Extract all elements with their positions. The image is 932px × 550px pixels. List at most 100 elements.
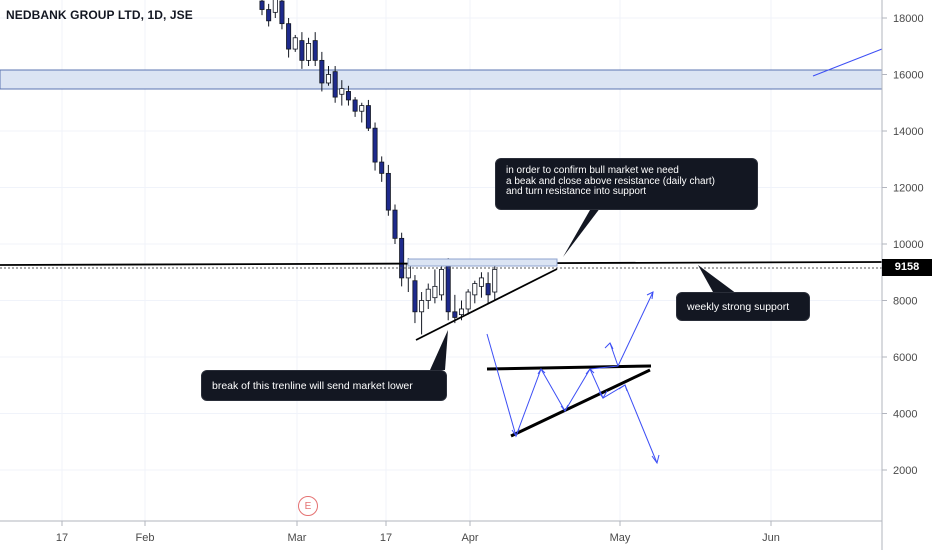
candle-body (372, 127, 378, 163)
candle (259, 0, 265, 16)
callout-line: a beak and close above resistance (daily… (506, 175, 716, 187)
candle (266, 3, 272, 27)
candle-body (286, 23, 292, 50)
candle (385, 164, 391, 216)
y-tick-label: 4000 (893, 409, 917, 421)
candle-body (425, 288, 431, 301)
ascending-trendline (415, 268, 558, 341)
candle (432, 269, 438, 304)
candle (465, 289, 471, 315)
candle (372, 122, 378, 171)
candle-body (259, 0, 265, 10)
candle-body (452, 311, 458, 318)
candle (379, 156, 385, 182)
candle (392, 204, 398, 244)
candle (312, 32, 318, 67)
candle (412, 275, 418, 324)
x-tick-label: 17 (56, 532, 68, 544)
projection-arrows (486, 291, 660, 465)
callout-line: and turn resistance into support (506, 186, 647, 197)
candle-body (485, 283, 491, 296)
candle-body (412, 280, 418, 313)
candle-body (432, 285, 438, 299)
candle-body (365, 105, 371, 129)
candle-body (306, 43, 312, 61)
resistance-zone (0, 69, 883, 90)
candle-body (345, 91, 351, 101)
callout-pointer-left (430, 330, 448, 370)
candle (325, 66, 331, 86)
y-tick-label: 16000 (893, 70, 924, 82)
price-axis: 2000 4000 6000 8000 10000 12000 14000 16000 1800… (882, 13, 924, 477)
triangle-upper-line (486, 364, 652, 371)
candle (419, 292, 425, 335)
x-tick-label: Feb (136, 532, 155, 544)
candle-body (478, 277, 484, 287)
candle (445, 258, 451, 321)
candle (279, 0, 285, 30)
candle (345, 85, 351, 106)
candle (299, 32, 305, 69)
candle-body (319, 59, 325, 84)
candle-body (392, 209, 398, 239)
candle-body (492, 269, 498, 293)
upper-right-trendline (812, 48, 883, 77)
candle (272, 0, 278, 18)
triangle-lower-line (510, 368, 651, 438)
time-axis: 17 Feb Mar 17 Apr May Jun (56, 521, 780, 544)
candle-body (379, 161, 385, 174)
candle-body (292, 37, 298, 50)
candle-body (312, 40, 318, 61)
candle (492, 260, 498, 301)
y-tick-label: 18000 (893, 13, 924, 25)
candle-body (385, 172, 391, 211)
x-tick-label: Jun (762, 532, 780, 544)
candle-body (419, 300, 425, 313)
candle (339, 80, 345, 106)
candle-body (332, 71, 338, 98)
candle (478, 272, 484, 298)
candle (485, 272, 491, 304)
candle-body (272, 0, 278, 13)
x-tick-label: May (610, 532, 631, 544)
candle-body (472, 283, 478, 296)
candle-body (359, 105, 365, 112)
candle-body (325, 74, 331, 84)
candle (399, 232, 405, 287)
y-tick-label: 14000 (893, 126, 924, 138)
y-tick-label: 6000 (893, 352, 917, 364)
callout-line: in order to confirm bull market we need (506, 165, 679, 176)
candle-body (465, 291, 471, 310)
candle (286, 18, 292, 58)
y-tick-label: 8000 (893, 296, 917, 308)
earnings-marker-icon[interactable]: E (298, 496, 318, 516)
y-tick-label: 10000 (893, 239, 924, 251)
x-tick-label: Mar (288, 532, 307, 544)
candle (352, 97, 358, 117)
candlestick-series (259, 0, 498, 335)
candle (365, 99, 371, 131)
candle (359, 102, 365, 123)
candle (306, 37, 312, 67)
candle-body (458, 308, 464, 316)
candle (425, 283, 431, 309)
candle-body (299, 40, 305, 61)
callout-pointer-top (563, 195, 610, 257)
candle (472, 280, 478, 304)
candle-body (439, 269, 445, 296)
resistance-box (407, 258, 558, 267)
y-tick-label: 12000 (893, 183, 924, 195)
candle (319, 51, 325, 92)
chart-title: NEDBANK GROUP LTD, 1D, JSE (6, 8, 193, 22)
candle (332, 66, 338, 103)
x-tick-label: Apr (461, 532, 478, 544)
x-tick-label: 17 (380, 532, 392, 544)
last-price-label: 9158 (882, 259, 932, 276)
candle (452, 294, 458, 324)
candle-body (352, 99, 358, 112)
candle-body (399, 237, 405, 279)
trendline-callout: break of this trenline will send market … (201, 370, 447, 401)
support-callout: weekly strong support (676, 292, 810, 321)
candle-body (266, 9, 272, 22)
